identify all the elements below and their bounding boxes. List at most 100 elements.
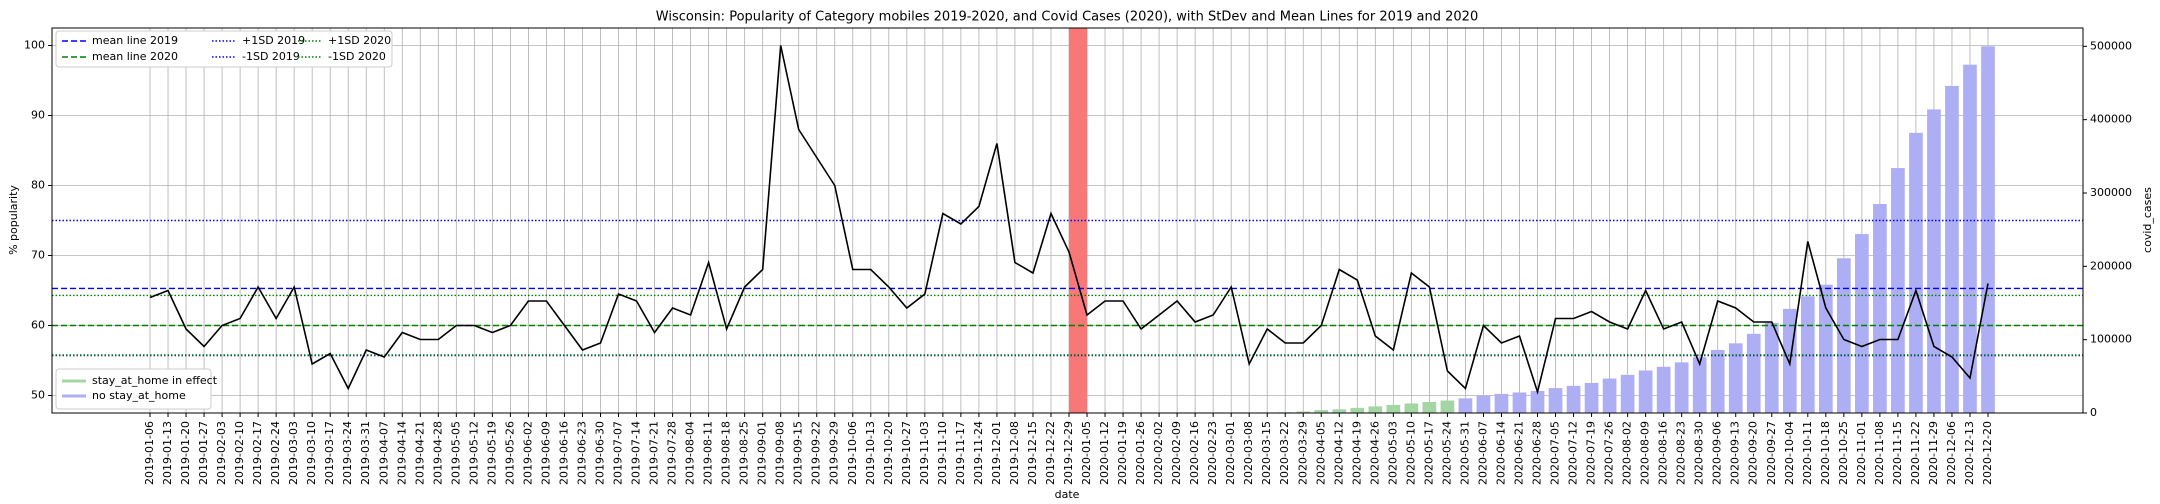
x-tick-label: 2019-12-22 (1044, 421, 1057, 485)
x-tick-label: 2020-04-12 (1332, 421, 1345, 485)
x-tick-label: 2020-11-15 (1891, 421, 1904, 485)
y2-tick-label: 500000 (2090, 39, 2132, 52)
chart-title: Wisconsin: Popularity of Category mobile… (656, 10, 1478, 25)
x-tick-label: 2020-03-08 (1242, 421, 1255, 485)
legend-label: mean line 2019 (92, 34, 178, 47)
legend-label: -1SD 2019 (242, 50, 300, 63)
x-tick-label: 2019-06-09 (539, 421, 552, 485)
x-tick-label: 2020-05-03 (1386, 421, 1399, 485)
x-tick-label: 2019-11-03 (918, 421, 931, 485)
x-tick-label: 2020-09-13 (1729, 421, 1742, 485)
bar (1728, 343, 1743, 413)
x-tick-label: 2020-05-31 (1458, 421, 1471, 485)
x-tick-label: 2019-10-06 (846, 421, 859, 485)
y-tick-label: 70 (31, 249, 45, 262)
x-axis-label: date (1055, 488, 1080, 501)
x-tick-label: 2020-03-22 (1278, 421, 1291, 485)
x-tick-label: 2020-03-29 (1296, 421, 1309, 485)
bar (1638, 370, 1653, 413)
x-tick-label: 2019-09-29 (828, 421, 841, 485)
x-tick-label: 2019-03-17 (323, 421, 336, 485)
x-tick-label: 2019-05-26 (503, 421, 516, 485)
x-tick-label: 2020-10-25 (1837, 421, 1850, 485)
x-tick-label: 2020-07-26 (1603, 421, 1616, 485)
x-tick-label: 2020-09-27 (1765, 421, 1778, 485)
bar (1891, 168, 1905, 413)
x-tick-label: 2019-06-16 (557, 421, 570, 485)
bar (1836, 258, 1851, 413)
x-tick-label: 2020-02-02 (1152, 421, 1165, 485)
x-tick-label: 2019-12-29 (1062, 421, 1075, 485)
y2-tick-label: 400000 (2090, 113, 2132, 126)
x-tick-label: 2019-10-27 (900, 421, 913, 485)
x-tick-label: 2020-08-30 (1693, 421, 1706, 485)
x-tick-label: 2019-07-07 (612, 421, 625, 485)
x-tick-label: 2020-03-15 (1260, 421, 1273, 485)
y-axis-label: % popularity (7, 185, 20, 255)
x-tick-label: 2020-07-19 (1585, 421, 1598, 485)
x-tick-label: 2020-04-05 (1314, 421, 1327, 485)
bar (1584, 382, 1599, 413)
x-tick-label: 2019-02-17 (251, 421, 264, 485)
x-tick-label: 2019-01-20 (179, 421, 192, 485)
x-tick-label: 2019-09-15 (792, 421, 805, 485)
x-tick-label: 2019-12-08 (1008, 421, 1021, 485)
x-tick-label: 2019-05-12 (467, 421, 480, 485)
bar (1873, 204, 1887, 413)
x-tick-label: 2019-02-24 (269, 421, 282, 485)
x-tick-label: 2019-02-10 (233, 421, 246, 485)
x-tick-label: 2020-10-18 (1819, 421, 1832, 485)
y-tick-label: 80 (31, 179, 45, 192)
x-tick-label: 2020-10-04 (1783, 421, 1796, 485)
x-tick-label: 2020-11-22 (1909, 421, 1922, 485)
legend-box (55, 30, 393, 68)
x-tick-label: 2020-12-13 (1963, 421, 1976, 485)
bar (1909, 132, 1923, 413)
x-tick-label: 2020-08-16 (1657, 421, 1670, 485)
legend-label: +1SD 2019 (242, 34, 305, 47)
bar (1620, 374, 1635, 413)
x-tick-label: 2019-01-13 (161, 421, 174, 485)
x-tick-label: 2019-06-30 (593, 421, 606, 485)
x-tick-label: 2020-11-29 (1927, 421, 1940, 485)
x-tick-label: 2020-01-05 (1080, 421, 1093, 485)
x-tick-label: 2020-12-20 (1981, 421, 1994, 485)
y2-tick-label: 200000 (2090, 259, 2132, 272)
x-tick-label: 2020-01-12 (1098, 421, 1111, 485)
bar (1494, 393, 1509, 413)
x-tick-label: 2020-12-06 (1945, 421, 1958, 485)
legend-box (55, 368, 212, 410)
x-tick-label: 2019-04-28 (431, 421, 444, 485)
x-tick-label: 2019-05-05 (449, 421, 462, 485)
bar (1512, 392, 1527, 413)
bar (1602, 378, 1617, 413)
x-tick-label: 2020-04-26 (1368, 421, 1381, 485)
x-tick-label: 2019-04-14 (395, 421, 408, 485)
legend-label: no stay_at_home (92, 389, 186, 402)
x-tick-label: 2020-09-20 (1747, 421, 1760, 485)
bar (1368, 406, 1383, 413)
x-tick-label: 2019-03-31 (359, 421, 372, 485)
bar (1710, 349, 1725, 413)
x-tick-label: 2019-10-13 (864, 421, 877, 485)
x-tick-label: 2019-07-28 (666, 421, 679, 485)
x-tick-label: 2019-03-24 (341, 421, 354, 485)
x-tick-label: 2020-05-24 (1440, 421, 1453, 485)
x-tick-label: 2019-11-24 (972, 421, 985, 485)
x-tick-label: 2020-02-23 (1206, 421, 1219, 485)
x-tick-label: 2020-08-09 (1639, 421, 1652, 485)
x-tick-label: 2019-06-02 (521, 421, 534, 485)
bar (1674, 362, 1689, 413)
x-tick-label: 2019-09-08 (774, 421, 787, 485)
x-tick-label: 2019-09-22 (810, 421, 823, 485)
y-tick-label: 60 (31, 319, 45, 332)
bar (1404, 403, 1419, 413)
x-tick-label: 2020-06-28 (1531, 421, 1544, 485)
bar (1764, 322, 1779, 413)
x-tick-label: 2020-02-16 (1188, 421, 1201, 485)
x-tick-label: 2019-07-21 (648, 421, 661, 485)
x-tick-label: 2020-06-21 (1512, 421, 1525, 485)
x-tick-label: 2019-04-21 (413, 421, 426, 485)
x-tick-label: 2020-09-06 (1711, 421, 1724, 485)
